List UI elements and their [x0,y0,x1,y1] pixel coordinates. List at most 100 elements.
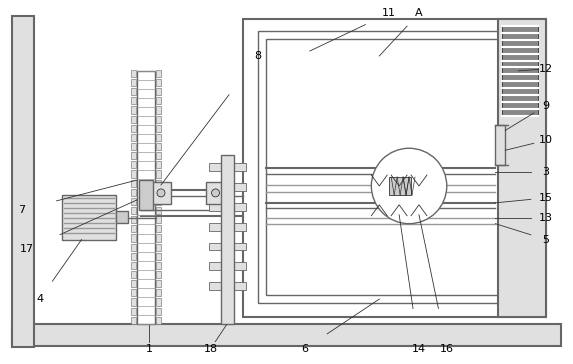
Bar [156,179,161,187]
Text: 6: 6 [301,344,308,354]
Bar [209,242,246,250]
Bar [131,207,136,214]
Bar [131,298,136,306]
Bar [156,189,161,196]
Bar [209,282,246,290]
Text: 9: 9 [543,100,550,111]
Text: 10: 10 [539,135,553,145]
Circle shape [211,189,219,197]
Text: 7: 7 [18,205,26,215]
Bar [131,70,136,77]
Bar [131,106,136,114]
Bar [209,163,246,171]
Bar [156,289,161,296]
Bar [12,324,561,346]
Bar [131,198,136,205]
Bar [131,289,136,296]
Text: 17: 17 [20,245,34,254]
Bar [156,317,161,324]
Bar [131,179,136,187]
Bar [156,262,161,269]
Bar [156,134,161,141]
Text: 8: 8 [254,51,262,61]
Circle shape [371,148,447,224]
Text: 4: 4 [36,294,44,304]
Bar [131,253,136,260]
Bar [131,225,136,233]
Bar [131,308,136,315]
Bar [209,262,246,270]
Bar [266,39,523,295]
Bar [156,88,161,95]
Text: 3: 3 [543,167,550,177]
Bar [137,71,155,324]
Text: 11: 11 [382,8,396,18]
Bar [131,125,136,132]
Bar [156,207,161,214]
Bar [156,125,161,132]
Bar [131,234,136,242]
Bar [221,155,234,324]
Bar [156,70,161,77]
Bar [156,244,161,251]
Bar [131,79,136,86]
Bar [156,116,161,123]
Bar [206,182,225,204]
Bar [258,31,531,303]
Bar [131,262,136,269]
Bar [156,253,161,260]
Text: A: A [415,8,423,18]
Bar [156,170,161,178]
Bar [131,189,136,196]
Bar [131,317,136,324]
Bar [131,88,136,95]
Bar [156,225,161,233]
Text: 16: 16 [439,344,454,354]
Bar [131,152,136,159]
Bar [156,234,161,242]
Text: 12: 12 [539,64,553,74]
Bar [151,182,171,204]
Bar [12,16,34,347]
Bar [131,143,136,150]
Bar [156,143,161,150]
Bar [503,26,538,115]
Bar [244,19,546,317]
Bar [131,170,136,178]
Bar [496,126,505,165]
Bar [209,183,246,191]
Bar [156,79,161,86]
Text: 15: 15 [539,193,553,203]
Bar [156,198,161,205]
Text: 18: 18 [203,344,218,354]
Text: 5: 5 [543,234,550,245]
Bar [131,97,136,104]
Bar [156,97,161,104]
Bar [62,195,116,240]
Bar [131,134,136,141]
Bar [131,216,136,223]
Bar [156,161,161,169]
Bar [156,280,161,287]
Bar [389,177,411,195]
Text: 1: 1 [146,344,152,354]
Text: 13: 13 [539,213,553,223]
Bar [131,280,136,287]
Bar [209,223,246,231]
Bar [131,244,136,251]
Bar [139,180,153,210]
Bar [156,298,161,306]
Bar [156,216,161,223]
Bar [131,271,136,278]
Bar [209,203,246,211]
Bar [116,211,128,223]
Bar [156,308,161,315]
Bar [499,19,546,317]
Bar [131,116,136,123]
Circle shape [157,189,165,197]
Text: 14: 14 [412,344,426,354]
Bar [156,106,161,114]
Bar [156,152,161,159]
Bar [131,161,136,169]
Bar [156,271,161,278]
